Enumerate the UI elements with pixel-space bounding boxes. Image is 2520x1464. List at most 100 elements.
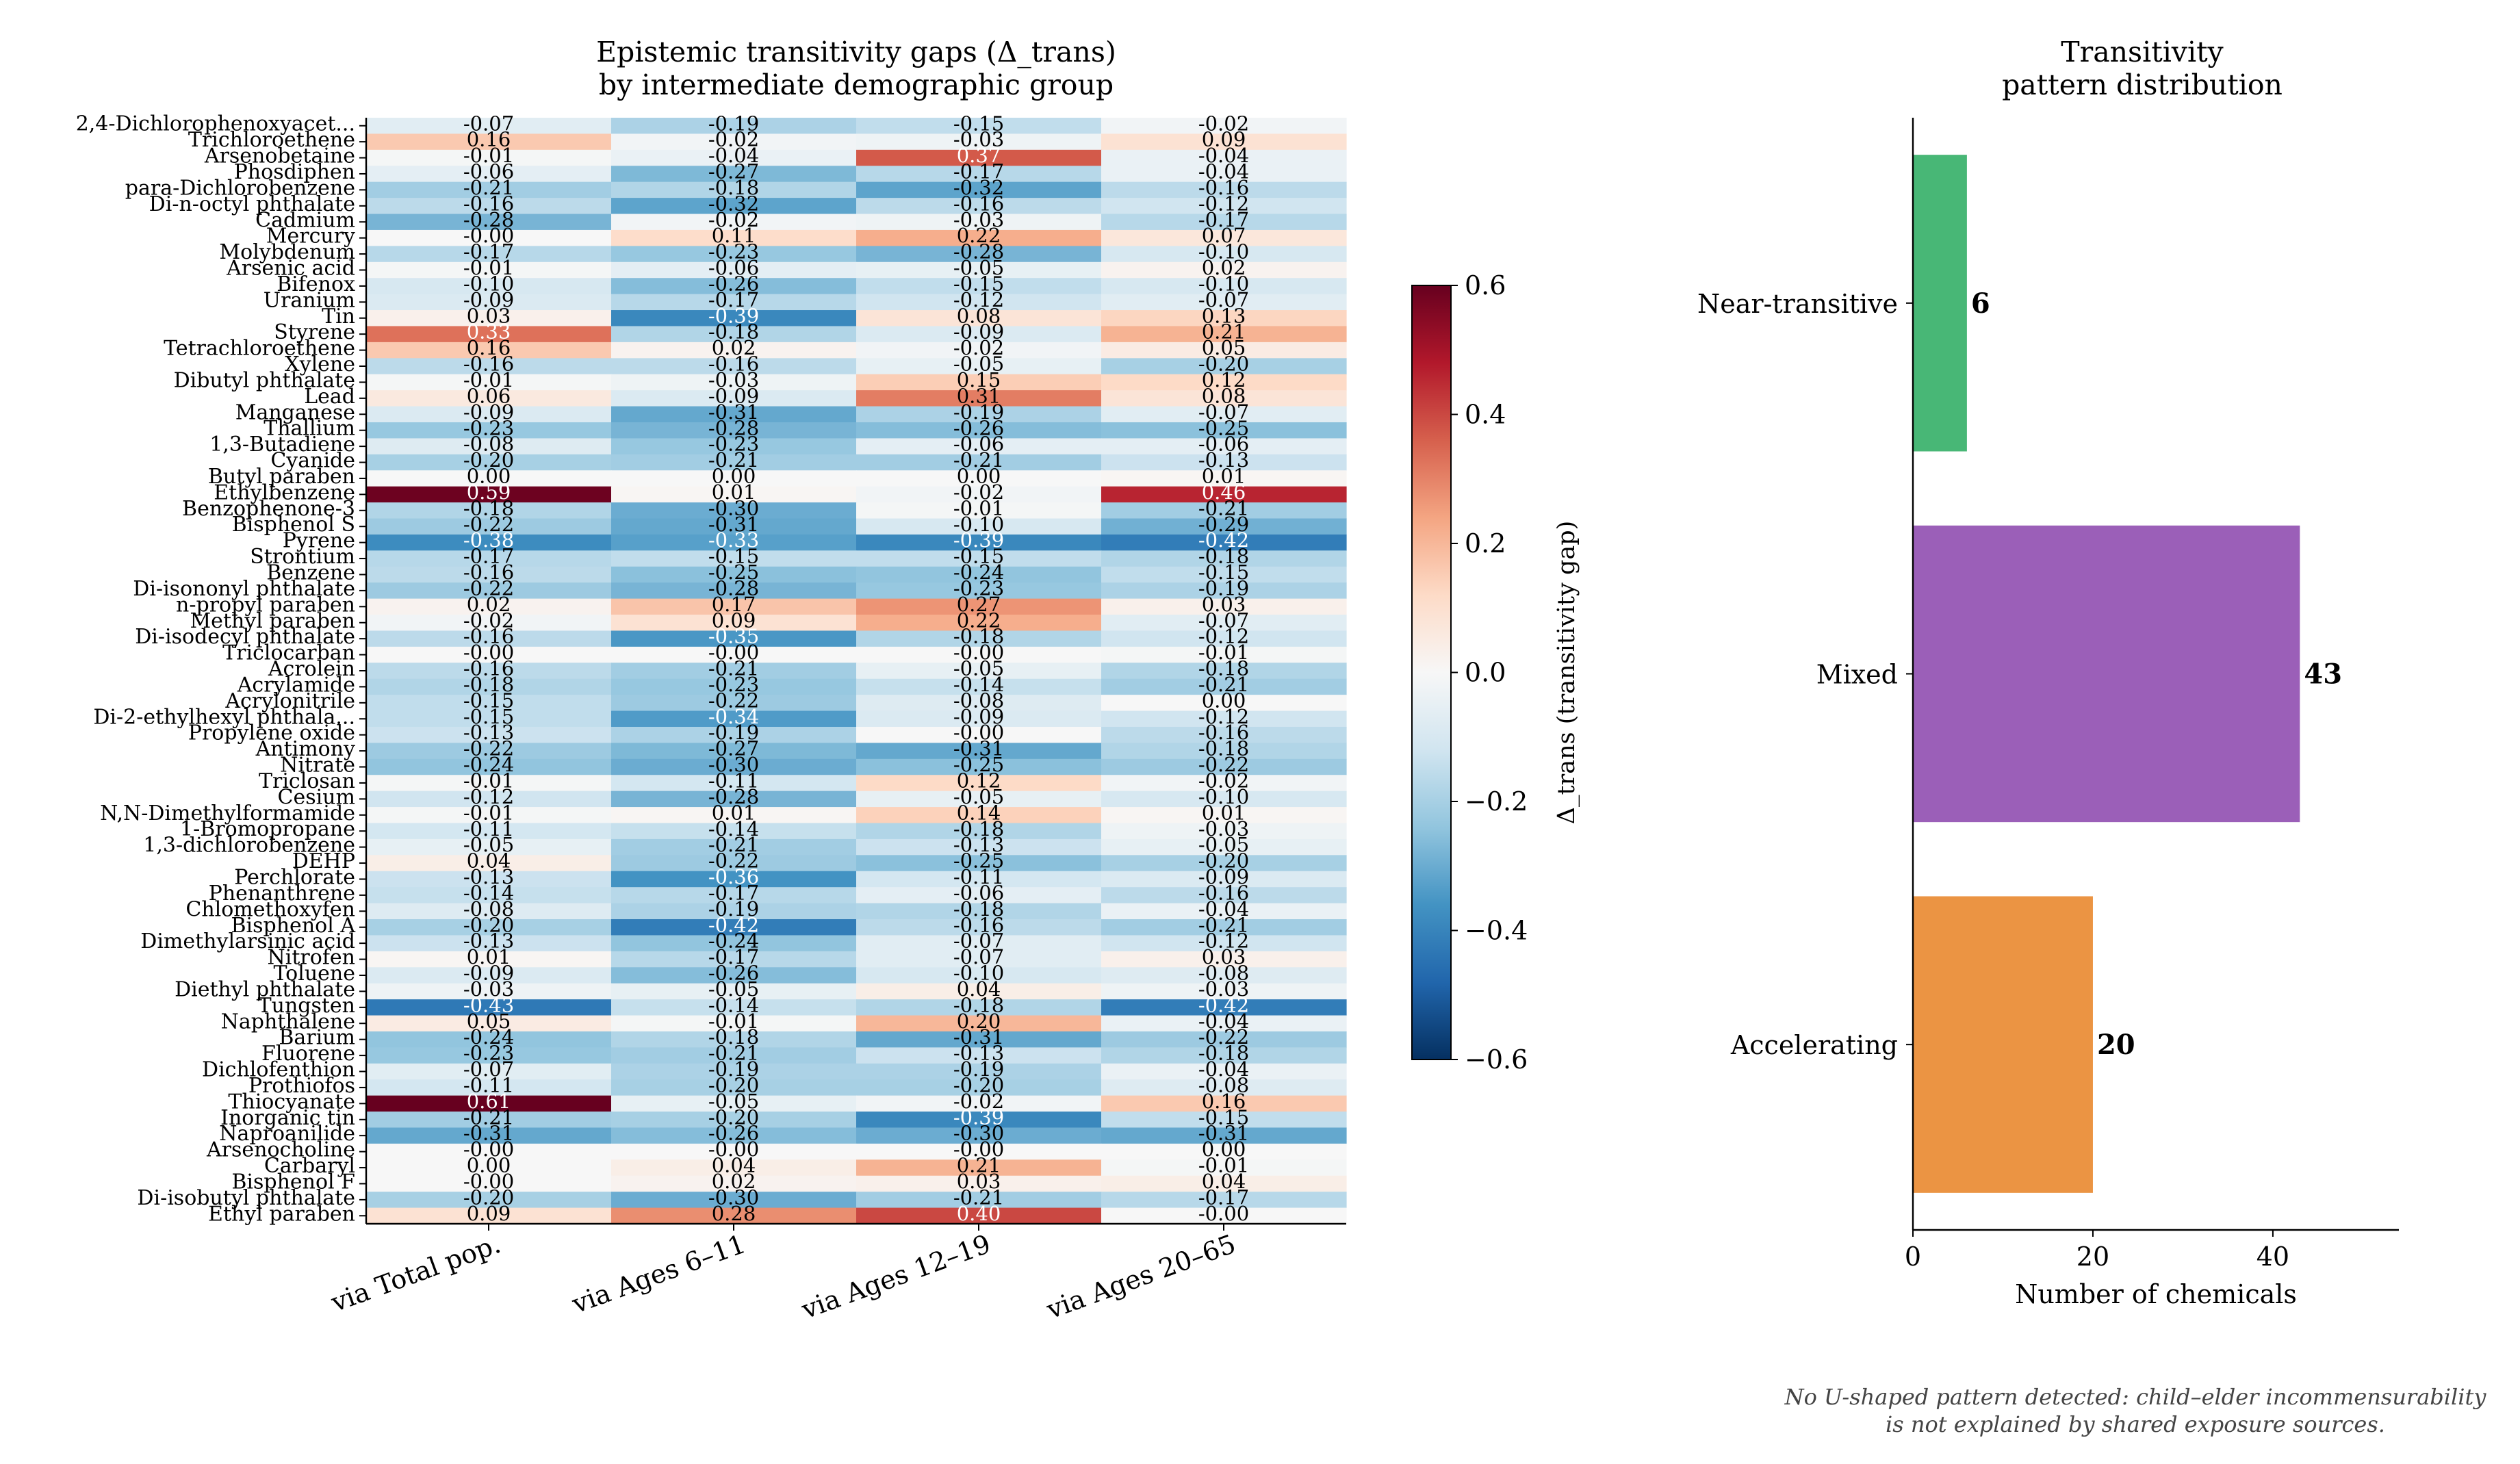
heatmap-cell — [611, 1207, 857, 1224]
heatmap-row-label: Bisphenol F — [231, 1170, 355, 1194]
heatmap-row-label: Dibutyl phthalate — [174, 368, 355, 392]
heatmap-cell — [366, 615, 612, 632]
heatmap-cell — [856, 598, 1102, 615]
heatmap-cell — [611, 1127, 857, 1144]
heatmap-row-label: Strontium — [250, 545, 355, 569]
heatmap-cell-value: 0.00 — [1202, 689, 1246, 712]
heatmap-cell-value: -0.01 — [1198, 1154, 1249, 1177]
heatmap-cell-value: 0.00 — [467, 1154, 511, 1177]
heatmap-cell-value: 0.00 — [712, 465, 756, 488]
heatmap-row-label: Phosdiphen — [234, 160, 355, 184]
heatmap-cell — [856, 534, 1102, 551]
heatmap-cell-value: -0.06 — [953, 881, 1004, 904]
heatmap-cell — [856, 951, 1102, 968]
heatmap-cell — [856, 919, 1102, 936]
heatmap-cell — [611, 743, 857, 760]
heatmap-cell — [611, 1112, 857, 1129]
heatmap-cell — [1101, 294, 1347, 311]
heatmap-cell-value: -0.20 — [463, 448, 514, 472]
heatmap-cell-value: -0.33 — [708, 528, 759, 552]
heatmap-cell-value: -0.18 — [708, 320, 759, 344]
heatmap-cell — [1101, 310, 1347, 327]
heatmap-cell — [366, 999, 612, 1016]
heatmap-cell — [366, 470, 612, 487]
heatmap-cell-value: -0.20 — [953, 1073, 1004, 1096]
heatmap-column-label: via Total pop. — [326, 1229, 504, 1318]
heatmap-cell-value: -0.00 — [1198, 1202, 1249, 1225]
heatmap-cell — [1101, 358, 1347, 375]
heatmap-cell — [1101, 615, 1347, 632]
heatmap-cell — [1101, 1143, 1347, 1160]
heatmap-cell-value: -0.32 — [953, 176, 1004, 199]
colorbar-tick-label: 0.2 — [1465, 528, 1506, 558]
heatmap-cell-value: -0.24 — [463, 1025, 514, 1049]
colorbar-tick-label: −0.4 — [1465, 916, 1528, 946]
heatmap-cell-value: 0.00 — [1202, 1138, 1246, 1161]
heatmap-cell-value: 0.16 — [1202, 1090, 1246, 1113]
heatmap-cell-value: 0.21 — [957, 1154, 1001, 1177]
heatmap-cell-value: -0.11 — [708, 769, 759, 792]
heatmap-row-label: Nitrofen — [268, 946, 355, 970]
heatmap-cell-value: -0.27 — [708, 737, 759, 760]
heatmap-column-label: via Ages 20–65 — [1042, 1229, 1239, 1325]
heatmap-cell — [366, 838, 612, 856]
heatmap-cell — [1101, 470, 1347, 487]
heatmap-cell-value: -0.19 — [708, 1057, 759, 1081]
heatmap-cell-value: -0.15 — [1198, 561, 1249, 584]
heatmap-row-label: Barium — [279, 1026, 355, 1050]
heatmap-cell-value: -0.20 — [463, 913, 514, 936]
heatmap-cell — [611, 919, 857, 936]
heatmap-cell-value: 0.16 — [467, 128, 511, 151]
heatmap-cell-value: -0.04 — [708, 144, 759, 167]
heatmap-cell — [856, 326, 1102, 343]
heatmap-cell-value: 0.27 — [957, 593, 1001, 616]
heatmap-cell — [856, 887, 1102, 904]
heatmap-cell — [366, 118, 612, 135]
heatmap-cell-value: -0.00 — [708, 1138, 759, 1161]
heatmap-cell — [611, 550, 857, 567]
heatmap-cell — [1101, 1015, 1347, 1032]
heatmap-cell — [1101, 214, 1347, 231]
heatmap-row-label: Fluorene — [261, 1042, 355, 1066]
heatmap-cell-value: -0.01 — [953, 496, 1004, 519]
colorbar-tick-label: 0.6 — [1465, 270, 1506, 300]
heatmap-cell — [856, 758, 1102, 775]
heatmap-cell — [856, 1031, 1102, 1048]
heatmap-cell-value: -0.35 — [708, 625, 759, 648]
heatmap-cell-value: -0.14 — [708, 993, 759, 1016]
heatmap-cell — [366, 951, 612, 968]
heatmap-cell — [366, 582, 612, 600]
bar-chart-panel: Transitivity pattern distribution 6 43 20 N… — [1697, 36, 2399, 1309]
heatmap-cell-value: -0.25 — [953, 849, 1004, 873]
heatmap-cell — [1101, 1095, 1347, 1112]
heatmap-cell — [1101, 229, 1347, 246]
heatmap-row-label: Benzene — [266, 561, 355, 585]
heatmap-cell — [856, 1127, 1102, 1144]
heatmap-cell — [1101, 903, 1347, 920]
heatmap-cell — [856, 775, 1102, 792]
heatmap-cell-value: 0.03 — [957, 1170, 1001, 1193]
heatmap-cell — [611, 149, 857, 166]
heatmap-cell-value: -0.19 — [1198, 576, 1249, 600]
heatmap-cell — [366, 342, 612, 359]
heatmap-cell-value: -0.16 — [1198, 721, 1249, 744]
heatmap-cell — [366, 422, 612, 439]
heatmap-cell — [1101, 582, 1347, 600]
heatmap-cell — [1101, 919, 1347, 936]
heatmap-cell — [856, 502, 1102, 519]
heatmap-cell-value: -0.08 — [953, 689, 1004, 712]
heatmap-cell — [366, 1175, 612, 1192]
heatmap-cell — [611, 758, 857, 775]
heatmap-cell-value: -0.31 — [953, 1025, 1004, 1049]
heatmap-cell-value: -0.39 — [953, 1105, 1004, 1129]
heatmap-cell-value: -0.21 — [708, 833, 759, 856]
heatmap-cell — [366, 550, 612, 567]
heatmap-cell-value: -0.42 — [1198, 528, 1249, 552]
heatmap-cell — [611, 486, 857, 503]
heatmap-cell — [856, 695, 1102, 712]
heatmap-cell-value: -0.16 — [708, 352, 759, 376]
heatmap-cell — [366, 695, 612, 712]
heatmap-cell-value: 0.33 — [467, 320, 511, 344]
heatmap-cell — [856, 198, 1102, 215]
heatmap-row-label: Lead — [304, 385, 355, 409]
